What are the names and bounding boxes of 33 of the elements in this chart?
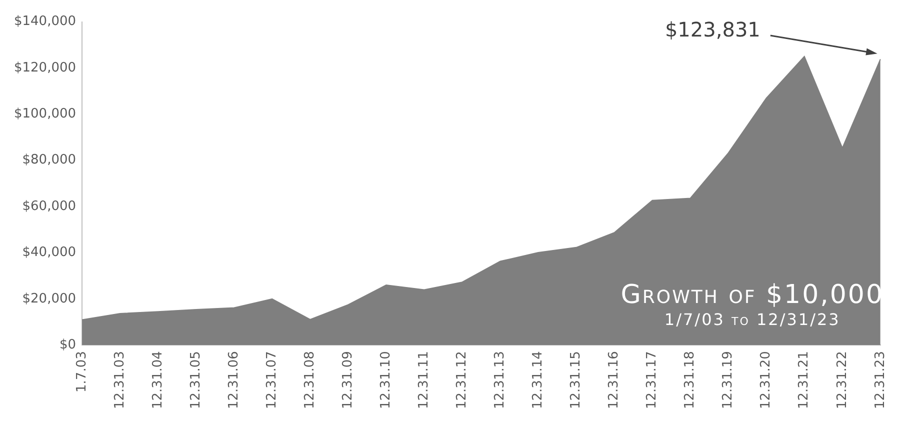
x-tick-label: 12.31.21 bbox=[796, 351, 812, 409]
text: Growth of $10,000 bbox=[620, 280, 884, 310]
x-tick-label: 12.31.12 bbox=[454, 351, 470, 409]
x-tick-label: 12.31.05 bbox=[188, 351, 204, 409]
x-tick-label: 12.31.18 bbox=[682, 351, 698, 409]
x-tick-label: 12.31.20 bbox=[758, 351, 774, 409]
x-tick-label: 12.31.14 bbox=[530, 351, 546, 409]
x-tick-label: 12.31.11 bbox=[416, 351, 432, 409]
x-tick-label: 12.31.09 bbox=[340, 351, 356, 409]
x-tick-label: 12.31.03 bbox=[112, 351, 128, 409]
x-tick-label: 12.31.10 bbox=[378, 351, 394, 409]
y-tick-label: $20,000 bbox=[22, 291, 76, 306]
x-tick-label: 12.31.22 bbox=[834, 351, 850, 409]
x-tick-label: 12.31.08 bbox=[302, 351, 318, 409]
x-tick-label: 12.31.04 bbox=[150, 351, 166, 409]
y-tick-label: $40,000 bbox=[22, 245, 76, 260]
x-tick-label: 12.31.07 bbox=[264, 351, 280, 409]
x-tick-label: 12.31.06 bbox=[226, 351, 242, 409]
text: 1/7/03 to 12/31/23 bbox=[663, 310, 842, 329]
x-tick-label: 12.31.19 bbox=[720, 351, 736, 409]
x-tick-label: 12.31.23 bbox=[872, 351, 888, 409]
x-tick-label: 12.31.15 bbox=[568, 351, 584, 409]
x-tick-label: 12.31.13 bbox=[492, 351, 508, 409]
x-tick-label: 1.7.03 bbox=[74, 351, 90, 392]
y-tick-label: $120,000 bbox=[14, 60, 76, 76]
y-tick-label: $140,000 bbox=[14, 14, 76, 30]
y-tick-label: $0 bbox=[59, 337, 76, 352]
x-tick-label: 12.31.17 bbox=[644, 351, 660, 409]
y-tick-label: $100,000 bbox=[14, 106, 76, 122]
annotation: $123,831 bbox=[664, 18, 760, 42]
y-tick-label: $80,000 bbox=[22, 152, 76, 168]
x-tick-label: 12.31.16 bbox=[606, 351, 622, 409]
y-tick-label: $60,000 bbox=[22, 198, 76, 214]
